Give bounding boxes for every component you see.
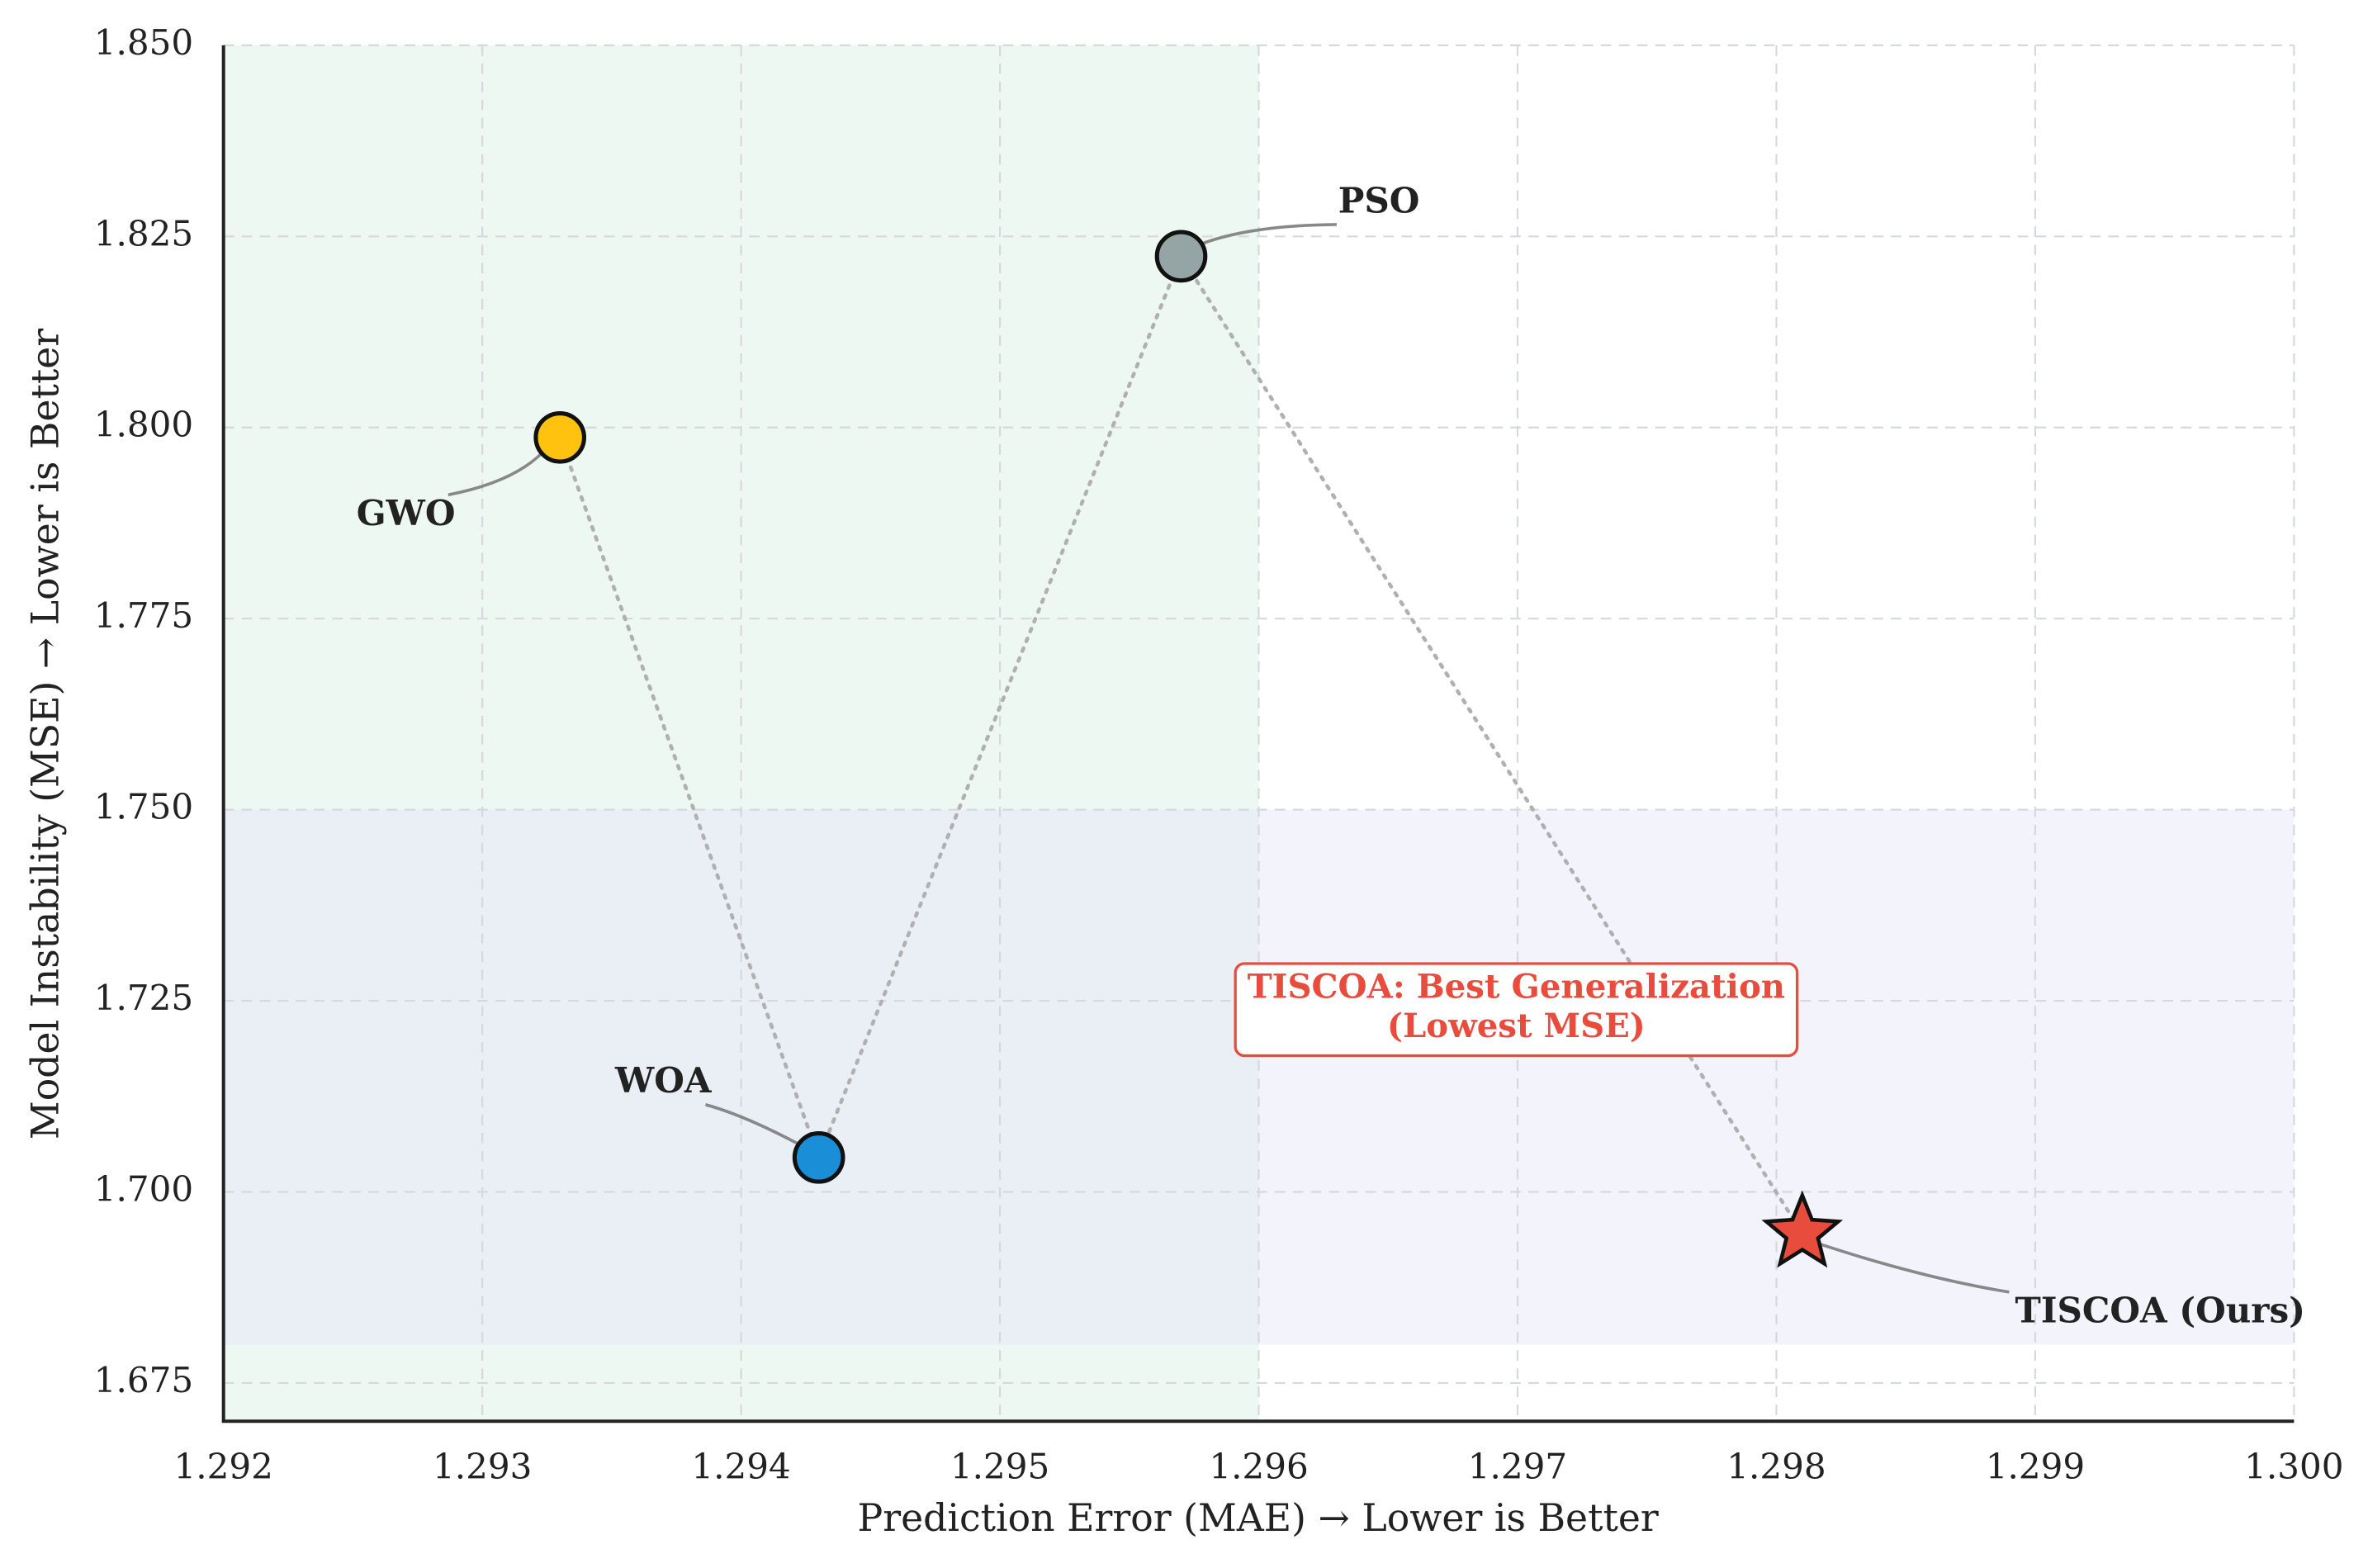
y-tick-label: 1.850 <box>94 22 193 63</box>
connecting-line <box>557 252 1805 1235</box>
point-label: WOA <box>614 1060 713 1101</box>
point-marker <box>1154 230 1208 283</box>
y-tick-label: 1.825 <box>94 213 193 253</box>
annotation-text: (Lowest MSE) <box>1387 1007 1646 1045</box>
point-label: TISCOA (Ours) <box>2015 1290 2305 1330</box>
x-tick-label: 1.292 <box>174 1447 273 1487</box>
annotation-arrow <box>1192 223 1337 249</box>
y-tick-label: 1.675 <box>94 1360 193 1400</box>
y-axis-label: Model Instability (MSE) → Lower is Bette… <box>24 329 68 1139</box>
y-tick-label: 1.700 <box>94 1168 193 1209</box>
annotation-box <box>1234 962 1799 1058</box>
point-marker <box>533 410 587 464</box>
annotation-arrow <box>1813 1240 2010 1294</box>
y-tick-label: 1.750 <box>94 787 193 827</box>
star-marker <box>1761 1190 1844 1268</box>
y-tick-label: 1.775 <box>94 595 193 636</box>
x-axis-label: Prediction Error (MAE) → Lower is Better <box>857 1496 1658 1540</box>
annotation-arrow <box>704 1103 807 1150</box>
x-tick-label: 1.299 <box>1986 1447 2085 1487</box>
y-tick-label: 1.800 <box>94 405 193 445</box>
x-tick-label: 1.296 <box>1209 1447 1308 1487</box>
annotation-text: TISCOA: Best Generalization <box>1248 968 1785 1007</box>
x-tick-label: 1.295 <box>950 1447 1049 1487</box>
x-tick-label: 1.300 <box>2244 1447 2343 1487</box>
point-label: GWO <box>357 493 456 533</box>
point-marker <box>792 1131 845 1184</box>
point-label: PSO <box>1338 180 1420 220</box>
x-tick-label: 1.293 <box>433 1447 532 1487</box>
x-tick-label: 1.298 <box>1726 1447 1826 1487</box>
x-tick-label: 1.297 <box>1468 1447 1567 1487</box>
x-tick-label: 1.294 <box>691 1447 790 1487</box>
y-tick-label: 1.725 <box>94 978 193 1018</box>
